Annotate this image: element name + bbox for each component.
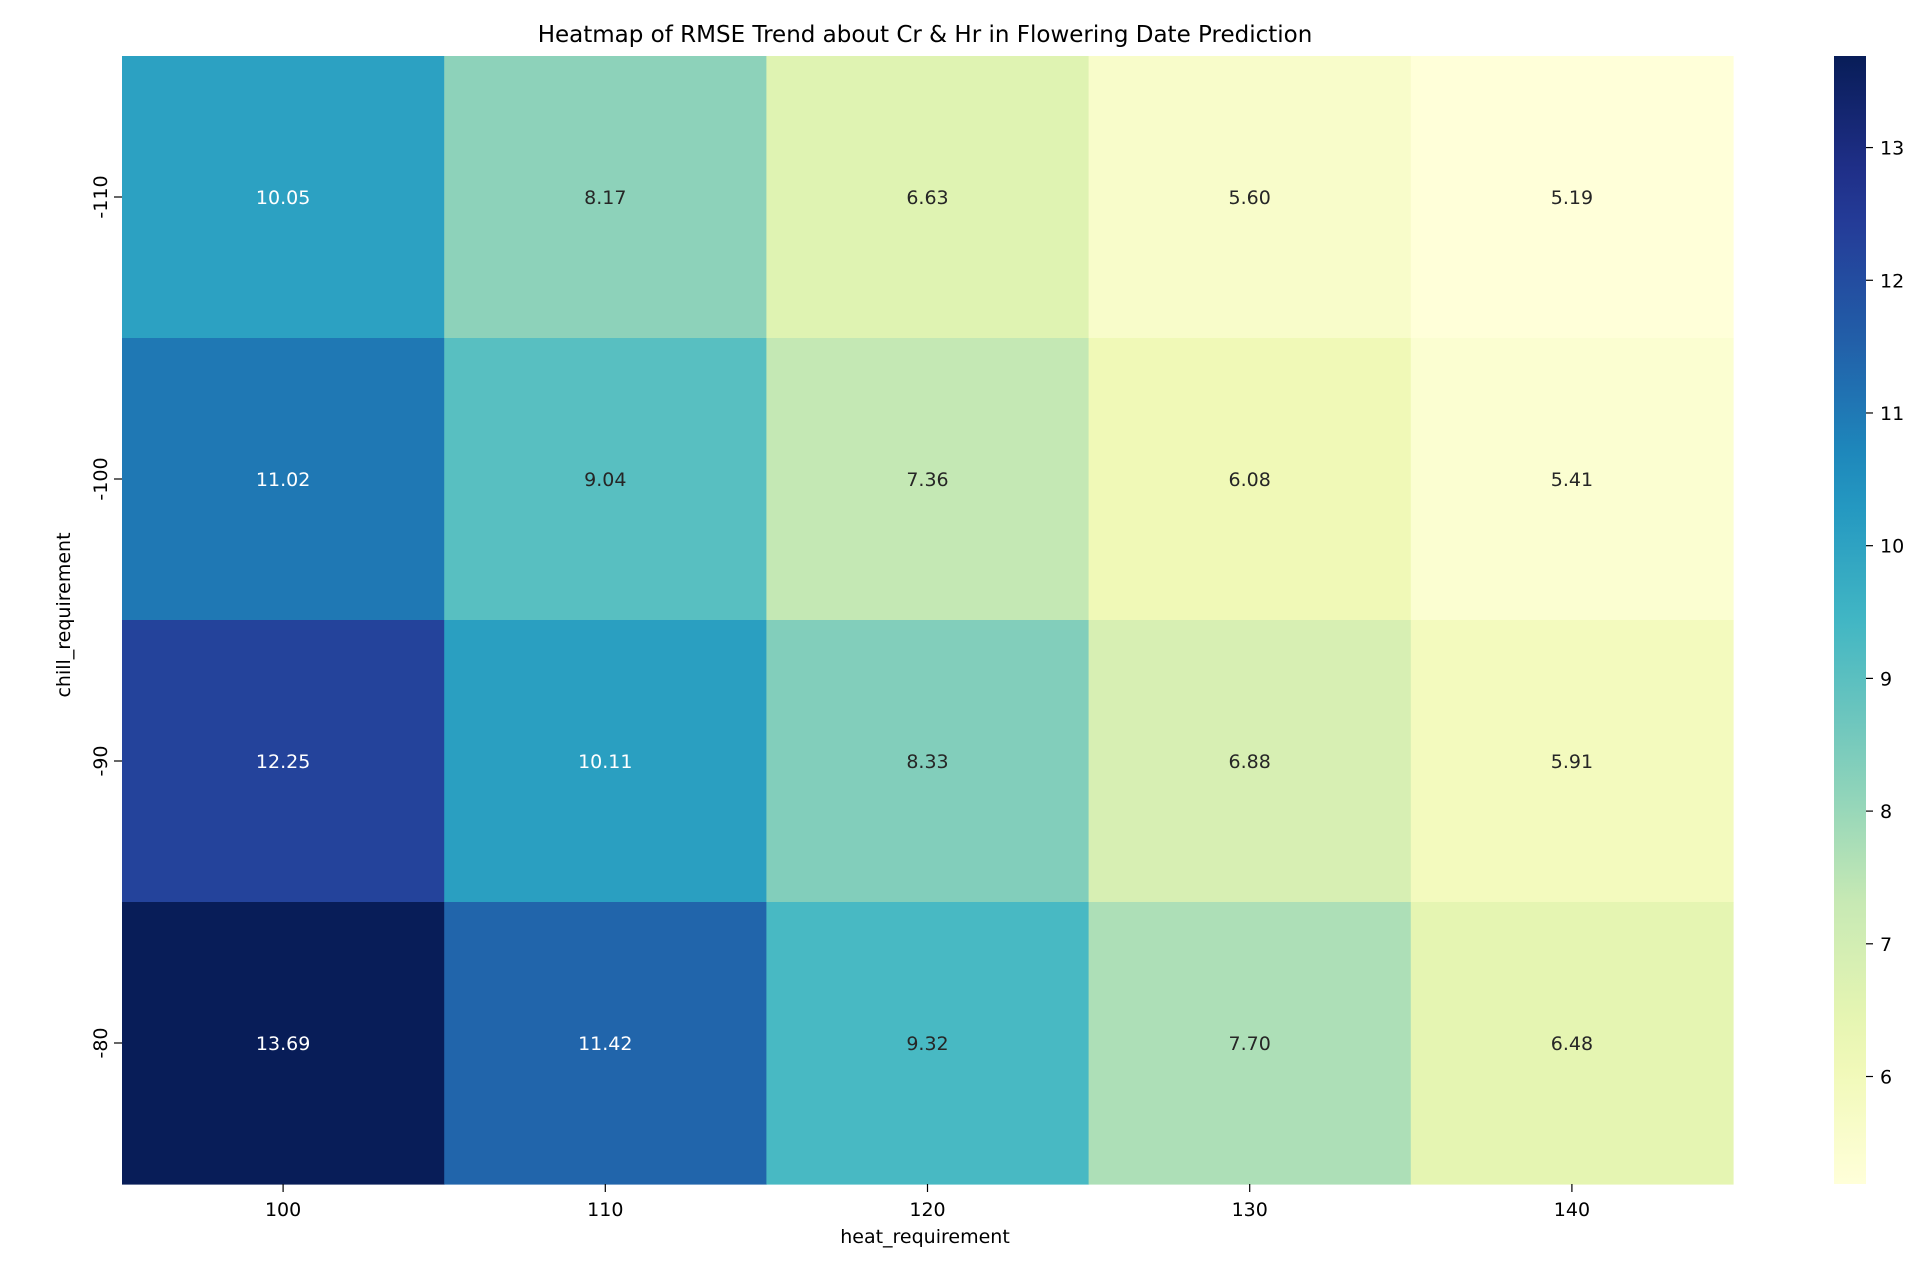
heatmap-cell	[122, 56, 445, 339]
colorbar-tick-label: 7	[1880, 934, 1892, 956]
heatmap-cell	[766, 902, 1090, 1185]
heatmap-cell	[444, 902, 767, 1185]
colorbar-tick-label: 11	[1880, 403, 1904, 425]
x-tick-label: 130	[1232, 1199, 1268, 1221]
cell-value-label: 10.05	[256, 187, 310, 209]
cell-value-label: 6.08	[1229, 469, 1271, 491]
heatmap-cell	[766, 338, 1090, 621]
colorbar-tick-label: 12	[1880, 270, 1904, 292]
y-tick-label: -100	[90, 457, 112, 500]
cell-value-label: 5.41	[1551, 469, 1593, 491]
heatmap-cell	[1410, 620, 1734, 903]
cell-value-label: 5.60	[1229, 187, 1271, 209]
heatmap-cells: 10.05 8.17 6.63 5.60 5.19 11.02 9.04 7.36 6.08 5.…	[122, 56, 1734, 1185]
colorbar-tick-label: 6	[1880, 1067, 1892, 1089]
cell-value-label: 5.91	[1551, 751, 1593, 773]
y-tick-label: -110	[90, 175, 112, 218]
x-tick-label: 100	[265, 1199, 301, 1221]
colorbar-gradient	[1834, 56, 1866, 1184]
cell-value-label: 12.25	[256, 751, 310, 773]
heatmap-cell	[1088, 902, 1412, 1185]
cell-value-label: 8.33	[906, 751, 948, 773]
heatmap-cell	[1410, 338, 1734, 621]
colorbar-tick-label: 9	[1880, 668, 1892, 690]
heatmap-cell	[1410, 56, 1734, 339]
heatmap-cell	[1410, 902, 1734, 1185]
cell-value-label: 6.48	[1551, 1033, 1593, 1055]
cell-value-label: 9.04	[584, 469, 626, 491]
x-axis-label: heat_requirement	[840, 1226, 1010, 1248]
heatmap-cell	[122, 620, 445, 903]
cell-value-label: 6.63	[906, 187, 948, 209]
heatmap-cell	[444, 338, 767, 621]
cell-value-label: 7.70	[1229, 1033, 1271, 1055]
x-tick-label: 140	[1554, 1199, 1590, 1221]
heatmap-cell	[1088, 338, 1412, 621]
heatmap-cell	[444, 620, 767, 903]
heatmap-cell	[444, 56, 767, 339]
colorbar-tick-label: 13	[1880, 138, 1904, 160]
heatmap-cell	[766, 56, 1090, 339]
heatmap-cell	[122, 338, 445, 621]
heatmap-cell	[1088, 56, 1412, 339]
colorbar-tick-label: 8	[1880, 801, 1892, 823]
heatmap-cell	[122, 902, 445, 1185]
cell-value-label: 5.19	[1551, 187, 1593, 209]
cell-value-label: 6.88	[1229, 751, 1271, 773]
chart-title: Heatmap of RMSE Trend about Cr & Hr in F…	[538, 22, 1313, 48]
x-axis-ticks: 100 110 120 130 140	[265, 1184, 1590, 1221]
cell-value-label: 13.69	[256, 1033, 310, 1055]
cell-value-label: 11.02	[256, 469, 310, 491]
y-tick-label: -80	[90, 1027, 112, 1058]
heatmap-cell	[1088, 620, 1412, 903]
x-tick-label: 120	[909, 1199, 945, 1221]
colorbar-ticks: 6 7 8 9 10 11 12 13	[1866, 138, 1904, 1089]
colorbar-tick-label: 10	[1880, 536, 1904, 558]
heatmap-cell	[766, 620, 1090, 903]
cell-value-label: 9.32	[906, 1033, 948, 1055]
cell-value-label: 11.42	[578, 1033, 632, 1055]
y-axis-ticks: -110 -100 -90 -80	[90, 175, 122, 1059]
x-tick-label: 110	[587, 1199, 623, 1221]
y-tick-label: -90	[90, 745, 112, 776]
cell-value-label: 7.36	[906, 469, 948, 491]
y-axis-label: chill_requirement	[53, 532, 75, 697]
cell-value-label: 8.17	[584, 187, 626, 209]
colorbar: 6 7 8 9 10 11 12 13	[1834, 56, 1904, 1184]
cell-value-label: 10.11	[578, 751, 632, 773]
